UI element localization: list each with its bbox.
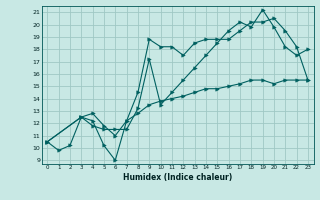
X-axis label: Humidex (Indice chaleur): Humidex (Indice chaleur) [123,173,232,182]
